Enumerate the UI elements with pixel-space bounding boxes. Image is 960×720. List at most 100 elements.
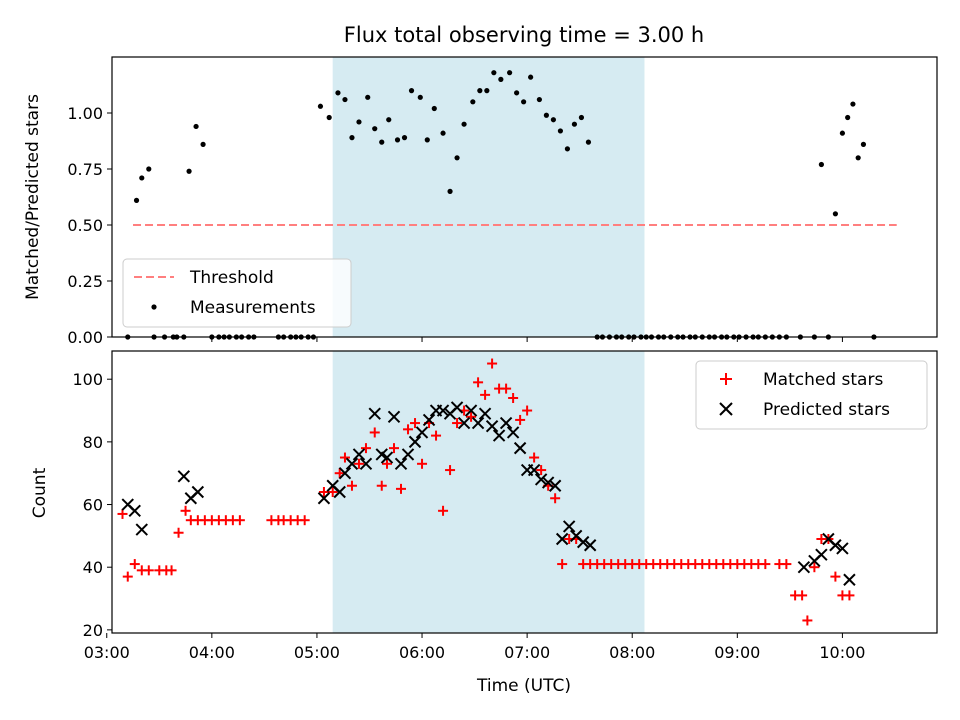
measurement-point xyxy=(139,175,145,181)
measurement-point xyxy=(818,161,824,168)
matched-star-point xyxy=(173,527,184,538)
ytick-label: 0.50 xyxy=(67,216,103,235)
matched-star-point xyxy=(781,559,792,570)
matched-star-point xyxy=(318,487,329,497)
predicted-star-point xyxy=(815,548,828,561)
matched-star-point xyxy=(389,443,400,454)
measurement-point xyxy=(850,101,856,107)
matched-star-point xyxy=(809,562,820,573)
ytick-label: 0.25 xyxy=(67,272,103,291)
predicted-star-point xyxy=(562,520,576,533)
measurement-point xyxy=(832,211,839,217)
xtick-label: 05:00 xyxy=(294,643,340,662)
predicted-star-point xyxy=(415,426,429,439)
matched-star-point xyxy=(376,480,387,491)
ytick-label: 0.00 xyxy=(67,328,103,347)
measurement-point xyxy=(379,139,385,145)
matched-star-point xyxy=(515,414,526,425)
xtick-label: 06:00 xyxy=(399,643,445,662)
matched-star-point xyxy=(360,443,371,454)
predicted-star-point xyxy=(499,416,513,430)
matched-star-point xyxy=(466,411,477,422)
matched-star-point xyxy=(844,590,855,601)
predicted-star-point xyxy=(317,492,331,505)
predicted-star-point xyxy=(555,532,569,546)
predicted-star-point xyxy=(485,419,499,433)
matched-legend-label: Matched stars xyxy=(763,370,883,390)
measurement-point xyxy=(514,90,520,96)
ratio-legend: Threshold Measurements xyxy=(122,258,352,328)
predicted-star-point xyxy=(191,485,205,499)
matched-star-point xyxy=(802,615,813,626)
matched-star-point xyxy=(410,418,421,429)
ytick-label: 1.00 xyxy=(67,104,103,123)
predicted-star-point xyxy=(368,407,381,420)
measurement-point xyxy=(845,114,851,121)
measurement-point xyxy=(585,139,592,145)
measurement-point xyxy=(839,130,846,136)
measurement-point xyxy=(454,155,460,161)
predicted-legend-label: Predicted stars xyxy=(763,400,890,420)
predicted-star-point xyxy=(829,539,842,552)
predicted-star-point xyxy=(492,429,506,442)
predicted-star-point xyxy=(352,448,366,461)
predicted-star-point xyxy=(135,523,148,536)
measurement-point xyxy=(365,94,371,100)
observing-window-span-bottom xyxy=(332,351,645,633)
measurement-point xyxy=(855,155,861,161)
count-legend-box xyxy=(695,360,928,430)
measurement-point xyxy=(417,94,423,100)
measurement-point xyxy=(564,146,571,152)
predicted-star-point xyxy=(478,407,492,420)
matched-star-point xyxy=(522,405,533,416)
measurement-point xyxy=(408,88,415,94)
matched-star-point xyxy=(327,487,338,497)
measurement-point xyxy=(528,74,534,80)
matched-star-point xyxy=(417,458,428,469)
matched-star-point xyxy=(452,418,463,429)
measurement-point xyxy=(571,121,578,127)
ytick-label: 0.75 xyxy=(67,160,103,179)
xtick-label: 03:00 xyxy=(84,643,130,662)
predicted-star-point xyxy=(506,426,520,439)
predicted-legend-swatch xyxy=(719,402,733,416)
predicted-star-point xyxy=(401,448,415,461)
observing-window-span-top xyxy=(332,57,645,337)
matched-star-point xyxy=(369,427,380,438)
ratio-axis-ticks: 0.00 0.25 0.50 0.75 1.00 xyxy=(67,104,843,347)
measurement-point xyxy=(317,103,324,109)
measurement-point xyxy=(447,188,453,194)
xtick-label: 08:00 xyxy=(609,643,655,662)
predicted-star-point xyxy=(457,416,471,430)
matched-star-point xyxy=(797,590,808,601)
matched-star-point xyxy=(529,452,540,463)
predicted-star-point xyxy=(436,404,450,417)
predicted-star-point xyxy=(422,413,436,427)
measurement-point xyxy=(193,123,199,130)
matched-star-point xyxy=(234,515,245,526)
measurement-point xyxy=(578,114,585,121)
ratio-marks xyxy=(125,70,897,340)
xtick-label: 09:00 xyxy=(714,643,760,662)
matched-legend-swatch xyxy=(720,373,732,385)
predicted-star-point xyxy=(177,470,191,483)
predicted-star-point xyxy=(345,457,359,471)
ratio-axes-frame xyxy=(111,56,938,338)
measurement-point xyxy=(394,137,401,143)
measurement-point xyxy=(477,88,483,94)
measurement-point xyxy=(372,126,378,132)
threshold-legend-label: Threshold xyxy=(189,268,274,288)
ratio-legend-box xyxy=(122,258,352,328)
predicted-star-point xyxy=(548,479,562,492)
measurement-point xyxy=(860,141,867,147)
measurement-point xyxy=(401,135,408,141)
predicted-star-point xyxy=(583,539,597,552)
predicted-star-point xyxy=(464,404,478,417)
matched-star-point xyxy=(299,515,310,526)
matched-star-point xyxy=(180,505,191,516)
matched-star-point xyxy=(508,393,519,403)
ytick-label: 80 xyxy=(83,433,103,452)
ytick-label: 100 xyxy=(72,370,103,389)
matched-star-point xyxy=(166,565,177,576)
matched-star-point xyxy=(550,493,561,504)
